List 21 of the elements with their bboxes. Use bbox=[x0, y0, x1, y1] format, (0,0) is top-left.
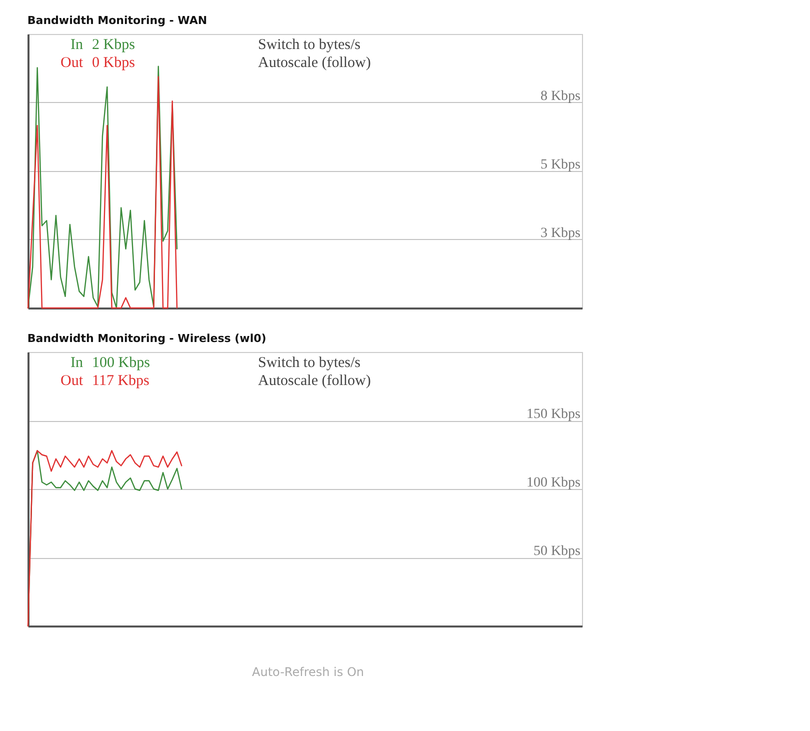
annotation: 0 Kbps bbox=[92, 55, 136, 71]
annotation: Switch to bytes/s bbox=[258, 37, 361, 53]
text: In bbox=[70, 37, 84, 53]
text: Out bbox=[60, 55, 84, 71]
y-tick-label: 5 Kbps bbox=[540, 158, 580, 172]
text: Auto-Refresh is On bbox=[252, 665, 364, 679]
y-tick-label: 3 Kbps bbox=[540, 226, 580, 241]
text: Out bbox=[60, 373, 84, 389]
annotation: 2 Kbps bbox=[92, 37, 136, 53]
y-tick-label: 100 Kbps bbox=[526, 476, 580, 490]
text: In bbox=[70, 355, 84, 371]
annotation: 100 Kbps bbox=[92, 355, 150, 371]
annotation: 117 Kbps bbox=[92, 373, 150, 389]
chart-title: Bandwidth Monitoring - WAN bbox=[27, 14, 208, 27]
chart-title: Bandwidth Monitoring - Wireless (wl0) bbox=[27, 332, 266, 345]
y-tick-label: 50 Kbps bbox=[533, 544, 580, 559]
y-tick-label: 150 Kbps bbox=[526, 407, 580, 422]
annotation: Autoscale (follow) bbox=[258, 373, 371, 389]
annotation: Autoscale (follow) bbox=[258, 55, 371, 71]
y-tick-label: 8 Kbps bbox=[540, 88, 580, 104]
annotation: Switch to bytes/s bbox=[258, 355, 361, 371]
